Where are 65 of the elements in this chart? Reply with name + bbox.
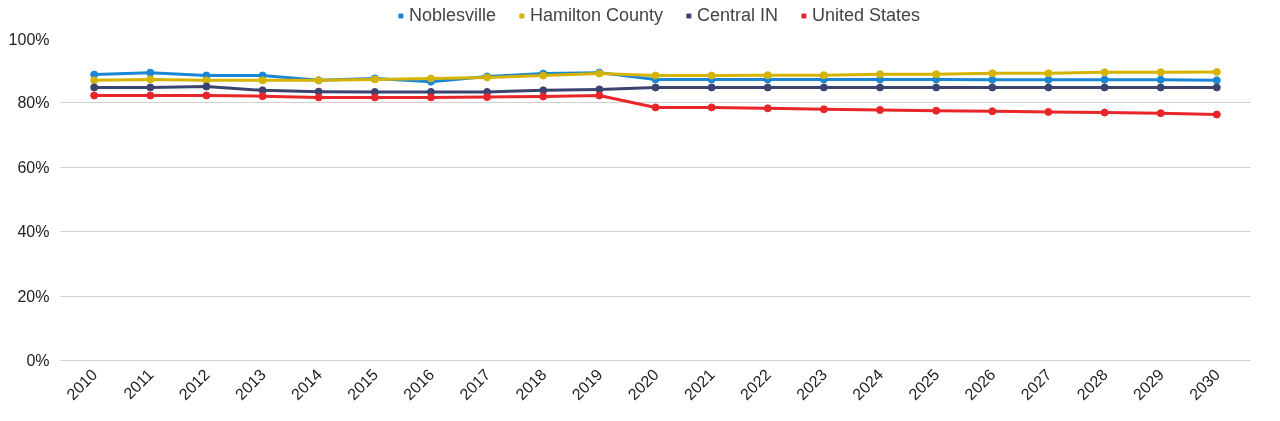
point — [988, 83, 997, 92]
y-tick-label: 80% — [17, 94, 50, 112]
point — [1100, 83, 1109, 92]
point — [1100, 108, 1109, 117]
y-tick-label: 100% — [8, 30, 50, 48]
point — [258, 92, 267, 101]
point — [90, 83, 99, 92]
point — [146, 91, 155, 100]
y-tick-label: 60% — [17, 158, 50, 176]
point — [819, 83, 828, 92]
point — [146, 75, 155, 84]
point — [1100, 68, 1109, 77]
point — [1212, 110, 1221, 119]
point — [1212, 83, 1221, 92]
point — [932, 70, 941, 79]
point — [876, 70, 885, 79]
y-tick-label: 20% — [17, 287, 50, 305]
point — [483, 93, 492, 102]
point — [988, 107, 997, 116]
point — [707, 103, 716, 112]
point — [932, 83, 941, 92]
point — [1044, 107, 1053, 116]
point — [876, 83, 885, 92]
point — [819, 71, 828, 80]
point — [651, 71, 660, 80]
point — [1156, 83, 1165, 92]
point — [1212, 67, 1221, 76]
point — [1044, 69, 1053, 78]
point — [932, 106, 941, 115]
point — [707, 83, 716, 92]
point — [1156, 109, 1165, 118]
point — [651, 103, 660, 112]
point — [1044, 83, 1053, 92]
point — [1212, 76, 1221, 85]
point — [426, 93, 435, 102]
point — [314, 93, 323, 102]
point — [1044, 75, 1053, 84]
point — [763, 83, 772, 92]
point — [370, 93, 379, 102]
point — [202, 91, 211, 100]
y-tick-label: 40% — [17, 223, 50, 241]
point — [651, 83, 660, 92]
point — [1156, 68, 1165, 77]
point — [595, 91, 604, 100]
legend-label: United States — [812, 4, 921, 26]
point — [539, 92, 548, 101]
point — [90, 76, 99, 85]
point — [988, 75, 997, 84]
y-tick-label: 0% — [26, 352, 50, 369]
legend-label: Hamilton County — [529, 4, 664, 26]
point — [819, 105, 828, 114]
point — [202, 82, 211, 91]
point — [1156, 75, 1165, 84]
point — [1100, 75, 1109, 84]
point — [988, 69, 997, 78]
point — [876, 105, 885, 114]
point — [146, 68, 155, 77]
legend-label: Noblesville — [408, 4, 496, 26]
point — [258, 76, 267, 85]
point — [90, 91, 99, 100]
point — [707, 71, 716, 80]
point — [763, 104, 772, 113]
point — [763, 71, 772, 80]
point — [146, 83, 155, 92]
legend-label: Central IN — [697, 4, 779, 26]
